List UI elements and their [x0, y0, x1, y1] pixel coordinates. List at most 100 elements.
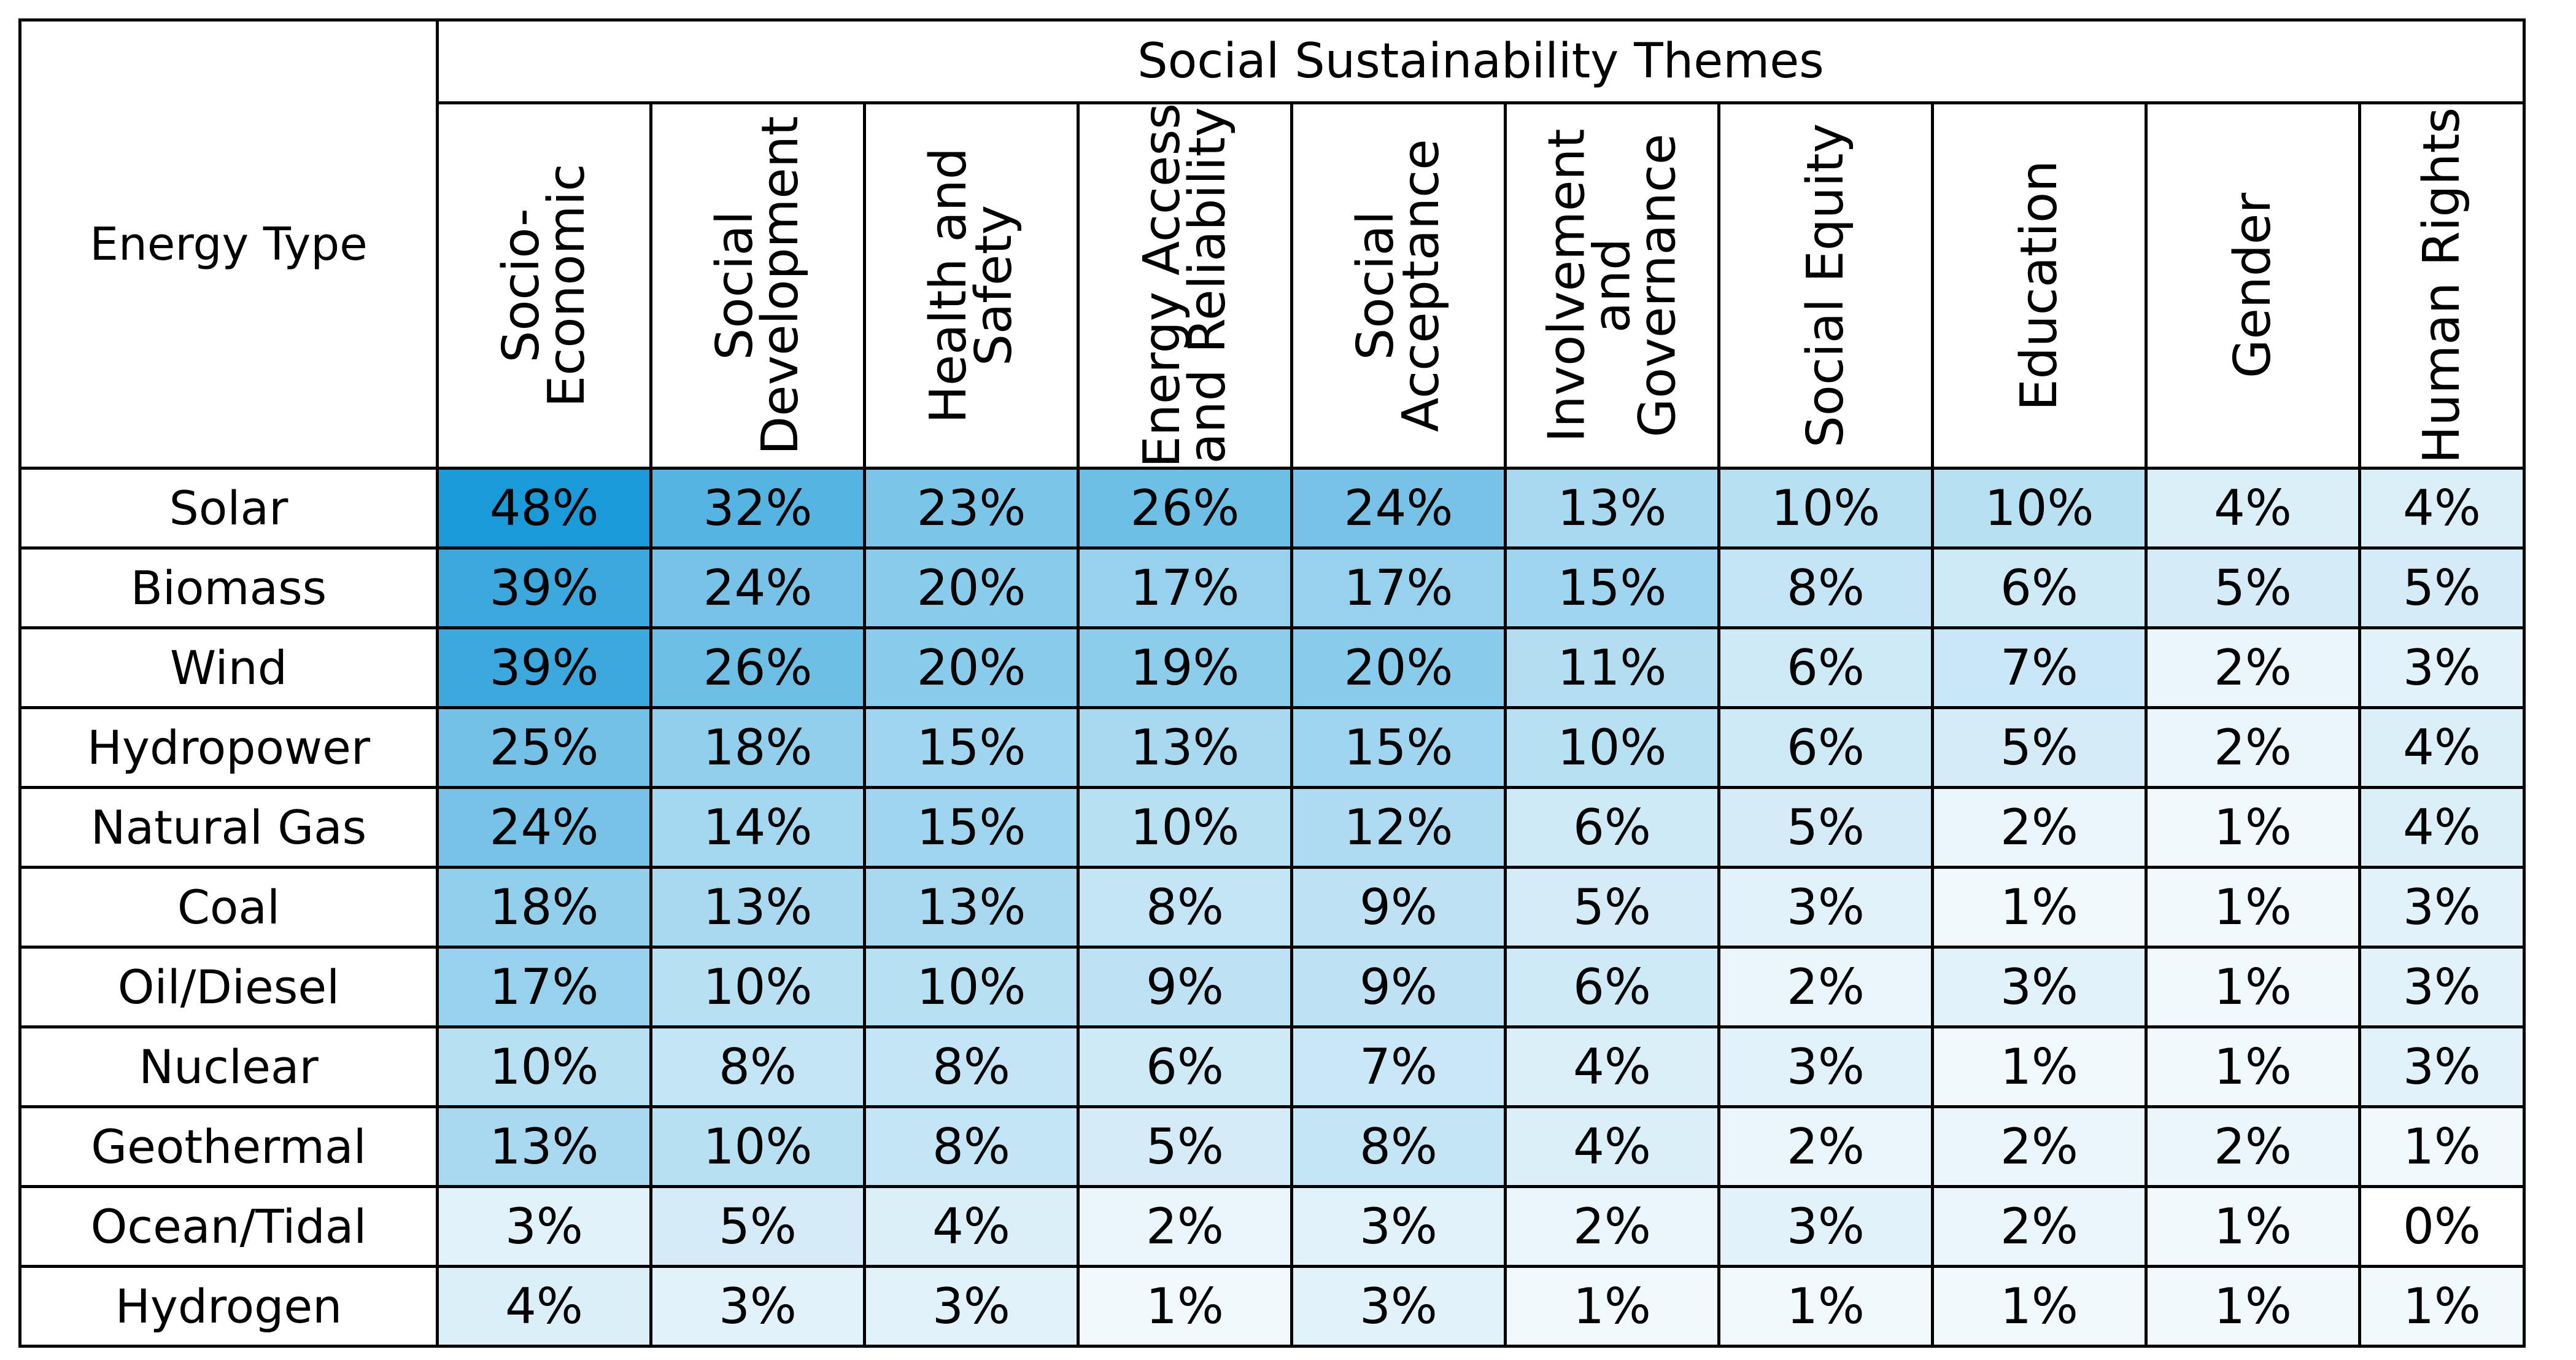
heatmap-cell: 17% — [1290, 546, 1507, 629]
column-header: Human Rights — [2358, 101, 2526, 470]
table-row: Biomass 39% 24% 20% 17% 17% 15% 8% 6% 5% 5% — [18, 546, 2526, 629]
heatmap-cell: 3% — [649, 1265, 866, 1348]
heatmap-cell: 3% — [1717, 1185, 1934, 1268]
column-header-label: Social Acceptance — [1346, 139, 1450, 432]
table-row: Ocean/Tidal 3% 5% 4% 2% 3% 2% 3% 2% 1% 0% — [18, 1185, 2526, 1268]
heatmap-cell: 4% — [1504, 1025, 1720, 1108]
heatmap-cell: 39% — [436, 626, 652, 709]
row-label: Coal — [18, 866, 439, 949]
heatmap-cell: 3% — [1717, 866, 1934, 949]
heatmap-cell: 6% — [1717, 626, 1934, 709]
heatmap-cell: 4% — [2358, 706, 2526, 789]
heatmap-cell: 2% — [1931, 786, 2148, 869]
heatmap-cell: 3% — [1717, 1025, 1934, 1108]
heatmap-cell: 13% — [436, 1105, 652, 1188]
heatmap-cell: 2% — [1931, 1185, 2148, 1268]
row-label: Oil/Diesel — [18, 946, 439, 1028]
heatmap-cell: 3% — [1931, 946, 2148, 1028]
heatmap-cell: 10% — [1931, 467, 2148, 550]
heatmap-cell: 13% — [1077, 706, 1293, 789]
column-header-label: Involvement and Governance — [1537, 128, 1687, 443]
heatmap-cell: 3% — [2358, 1025, 2526, 1108]
heatmap-cell: 1% — [1931, 866, 2148, 949]
heatmap-cell: 10% — [649, 946, 866, 1028]
heatmap-cell: 2% — [1931, 1105, 2148, 1188]
column-header-label: Human Rights — [2412, 107, 2471, 464]
heatmap-cell: 32% — [649, 467, 866, 550]
heatmap-cell: 2% — [1504, 1185, 1720, 1268]
column-header-label: Socio- Economic — [492, 163, 596, 408]
heatmap-cell: 10% — [1504, 706, 1720, 789]
heatmap-cell: 8% — [1077, 866, 1293, 949]
row-label: Geothermal — [18, 1105, 439, 1188]
heatmap-cell: 13% — [863, 866, 1080, 949]
table-row: Coal 18% 13% 13% 8% 9% 5% 3% 1% 1% 3% — [18, 866, 2526, 949]
heatmap-cell: 24% — [1290, 467, 1507, 550]
heatmap-cell: 15% — [1290, 706, 1507, 789]
heatmap-cell: 4% — [2358, 786, 2526, 869]
column-header: Health and Safety — [863, 101, 1080, 470]
chart-title: Social Sustainability Themes — [436, 18, 2526, 104]
heatmap-cell: 26% — [1077, 467, 1293, 550]
heatmap-cell: 0% — [2358, 1185, 2526, 1268]
heatmap-cell: 10% — [1717, 467, 1934, 550]
heatmap-cell: 1% — [1717, 1265, 1934, 1348]
heatmap-cell: 1% — [1077, 1265, 1293, 1348]
heatmap-cell: 12% — [1290, 786, 1507, 869]
heatmap-cell: 9% — [1290, 866, 1507, 949]
heatmap-cell: 14% — [649, 786, 866, 869]
heatmap-cell: 1% — [1504, 1265, 1720, 1348]
heatmap-cell: 24% — [436, 786, 652, 869]
heatmap-cell: 10% — [1077, 786, 1293, 869]
heatmap-cell: 5% — [649, 1185, 866, 1268]
column-header: Education — [1931, 101, 2148, 470]
heatmap-cell: 15% — [863, 786, 1080, 869]
heatmap-cell: 3% — [2358, 866, 2526, 949]
heatmap-cell: 18% — [649, 706, 866, 789]
heatmap-cell: 1% — [1931, 1265, 2148, 1348]
row-label: Natural Gas — [18, 786, 439, 869]
heatmap-cell: 13% — [1504, 467, 1720, 550]
heatmap-cell: 8% — [1290, 1105, 1507, 1188]
heatmap-cell: 2% — [1717, 1105, 1934, 1188]
heatmap-cell: 17% — [1077, 546, 1293, 629]
heatmap-cell: 2% — [1717, 946, 1934, 1028]
heatmap-cell: 3% — [2358, 946, 2526, 1028]
heatmap-cell: 5% — [1504, 866, 1720, 949]
table-row: Hydropower 25% 18% 15% 13% 15% 10% 6% 5% 2% 4% — [18, 706, 2526, 789]
heatmap-cell: 10% — [436, 1025, 652, 1108]
heatmap-cell: 5% — [2145, 546, 2361, 629]
heatmap-cell: 2% — [2145, 706, 2361, 789]
heatmap-cell: 1% — [2145, 1185, 2361, 1268]
heatmap-cell: 1% — [2145, 1025, 2361, 1108]
heatmap-cell: 4% — [2145, 467, 2361, 550]
table-row: Natural Gas 24% 14% 15% 10% 12% 6% 5% 2% 1% 4% — [18, 786, 2526, 869]
row-label: Hydropower — [18, 706, 439, 789]
heatmap-cell: 8% — [863, 1105, 1080, 1188]
heatmap-cell: 3% — [1290, 1185, 1507, 1268]
heatmap-cell: 6% — [1717, 706, 1934, 789]
column-header-label: Gender — [2223, 192, 2282, 379]
heatmap-cell: 15% — [1504, 546, 1720, 629]
heatmap-cell: 5% — [1931, 706, 2148, 789]
column-header: Social Development — [649, 101, 866, 470]
heatmap-cell: 1% — [2145, 866, 2361, 949]
column-header: Social Equity — [1717, 101, 1934, 470]
heatmap-cell: 5% — [2358, 546, 2526, 629]
heatmap-cell: 3% — [2358, 626, 2526, 709]
heatmap-cell: 10% — [649, 1105, 866, 1188]
heatmap-cell: 2% — [2145, 626, 2361, 709]
heatmap-cell: 10% — [863, 946, 1080, 1028]
heatmap-cell: 1% — [2145, 946, 2361, 1028]
heatmap-cell: 8% — [649, 1025, 866, 1108]
table-row: Geothermal 13% 10% 8% 5% 8% 4% 2% 2% 2% 1% — [18, 1105, 2526, 1188]
heatmap-cell: 4% — [436, 1265, 652, 1348]
heatmap-cell: 20% — [863, 626, 1080, 709]
heatmap-cell: 7% — [1931, 626, 2148, 709]
heatmap-cell: 8% — [863, 1025, 1080, 1108]
heatmap-cell: 25% — [436, 706, 652, 789]
heatmap-cell: 11% — [1504, 626, 1720, 709]
column-header-label: Health and Safety — [919, 147, 1023, 424]
heatmap-cell: 1% — [2358, 1265, 2526, 1348]
heatmap-cell: 17% — [436, 946, 652, 1028]
